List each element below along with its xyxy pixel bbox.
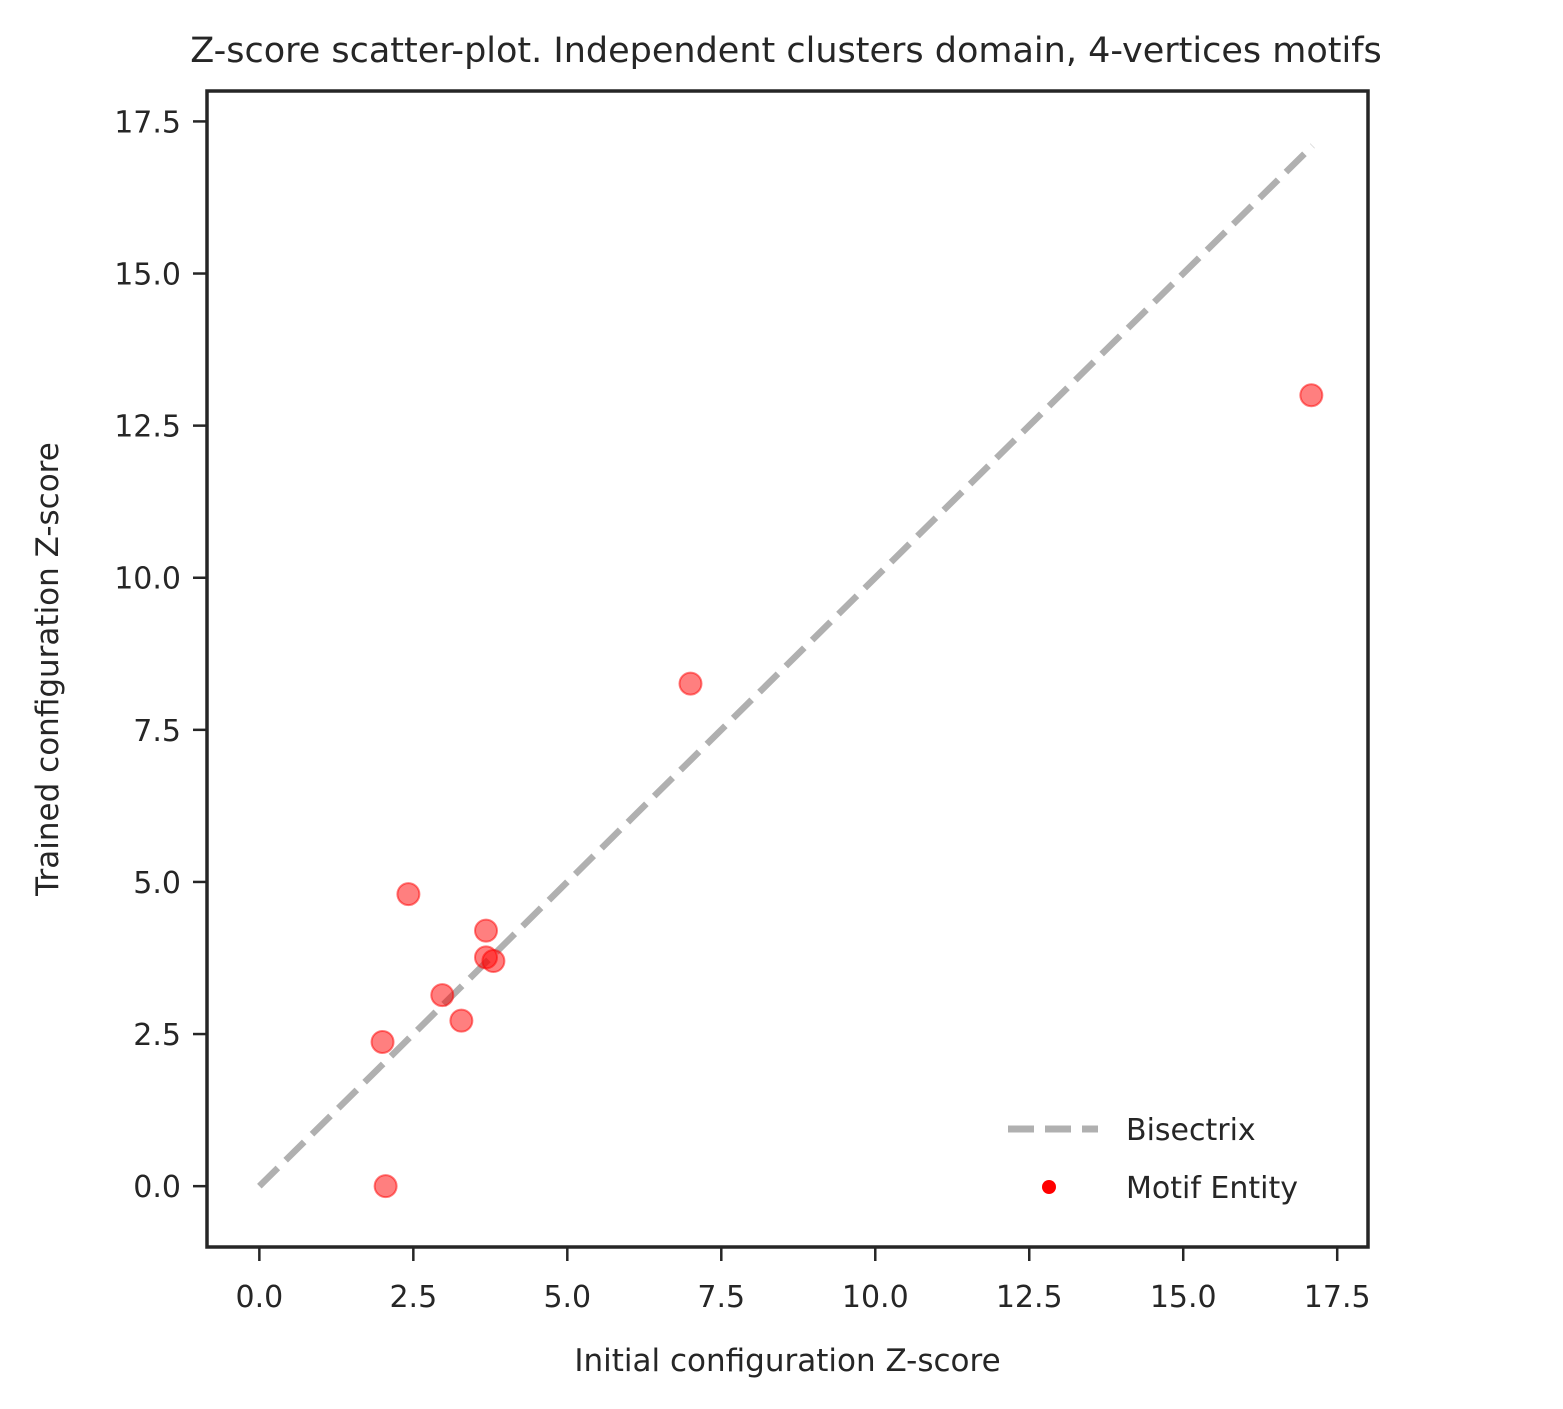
motif-entity-point [370,1029,395,1054]
y-tick-label: 12.5 [114,410,181,445]
x-tick-label: 0.0 [235,1280,283,1315]
bisectrix-line [257,143,1315,1189]
plot-frame [205,89,1370,1249]
y-tick-label: 10.0 [114,562,181,597]
motif-entity-point [481,949,506,974]
x-tick-label: 17.5 [1304,1280,1371,1315]
legend-motif-entity-label: Motif Entity [1126,1171,1298,1206]
y-tick-label: 2.5 [133,1018,181,1053]
x-axis: 0.0 2.5 5.0 7.5 10.0 12.5 15.0 17.5 [235,1247,1371,1315]
y-tick-label: 5.0 [133,866,181,901]
motif-entity-point [373,1174,398,1199]
legend-bisectrix-label: Bisectrix [1126,1113,1256,1148]
x-tick-label: 5.0 [543,1280,591,1315]
motif-entity-point [430,983,455,1008]
x-axis-title: Initial configuration Z-score [574,1343,1000,1379]
y-tick-label: 15.0 [114,258,181,293]
motif-entity-point [396,882,421,907]
x-tick-label: 15.0 [1150,1280,1217,1315]
chart-title: Z-score scatter-plot. Independent cluste… [190,31,1382,71]
x-tick-label: 7.5 [697,1280,745,1315]
motif-entity-point [1299,383,1324,408]
legend-motif-entity-swatch [1042,1180,1056,1194]
x-tick-label: 12.5 [996,1280,1063,1315]
y-axis: 0.0 2.5 5.0 7.5 10.0 12.5 15.0 17.5 [114,105,207,1205]
x-tick-label: 2.5 [389,1280,437,1315]
legend: Bisectrix Motif Entity [1008,1113,1298,1206]
motif-entity-point [474,918,499,943]
plot-area [257,143,1324,1199]
y-tick-label: 7.5 [133,714,181,749]
motif-entity-point [678,671,703,696]
y-tick-label: 17.5 [114,105,181,140]
y-tick-label: 0.0 [133,1170,181,1205]
x-tick-label: 10.0 [842,1280,909,1315]
motif-entity-point [449,1008,474,1033]
y-axis-title: Trained configuration Z-score [30,442,66,897]
